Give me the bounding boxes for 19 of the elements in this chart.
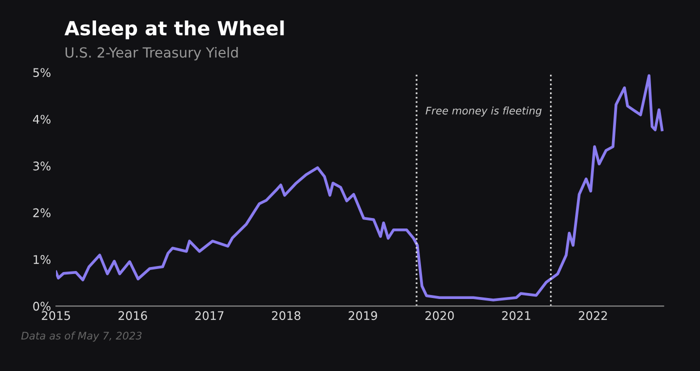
text: Data as of May 7, 2023 xyxy=(21,332,142,342)
x-tick-label: 2020 xyxy=(425,311,454,320)
x-tick-label: 2016 xyxy=(118,311,147,320)
y-tick-label: 3% xyxy=(33,162,50,170)
x-tick-label: 2022 xyxy=(578,311,607,320)
y-tick-label: 5% xyxy=(33,68,50,77)
chart-subtitle: U.S. 2-Year Treasury Yield xyxy=(66,46,238,60)
y-tick-label: 4% xyxy=(32,114,50,124)
x-tick-label: 2017 xyxy=(195,311,224,320)
x-tick-label: 2015 xyxy=(42,311,70,320)
y-tick-label: 0% xyxy=(33,302,50,311)
y-tick-label: 1% xyxy=(34,255,50,264)
x-tick-label: 2019 xyxy=(348,311,378,320)
x-tick-label: 2018 xyxy=(272,311,300,320)
line-series xyxy=(56,74,664,302)
annotation: Free money is fleeting xyxy=(426,106,542,117)
chart-title: Asleep at the Wheel xyxy=(64,20,284,40)
x-tick-label: 2021 xyxy=(502,311,530,320)
y-tick-label: 2% xyxy=(33,208,50,218)
